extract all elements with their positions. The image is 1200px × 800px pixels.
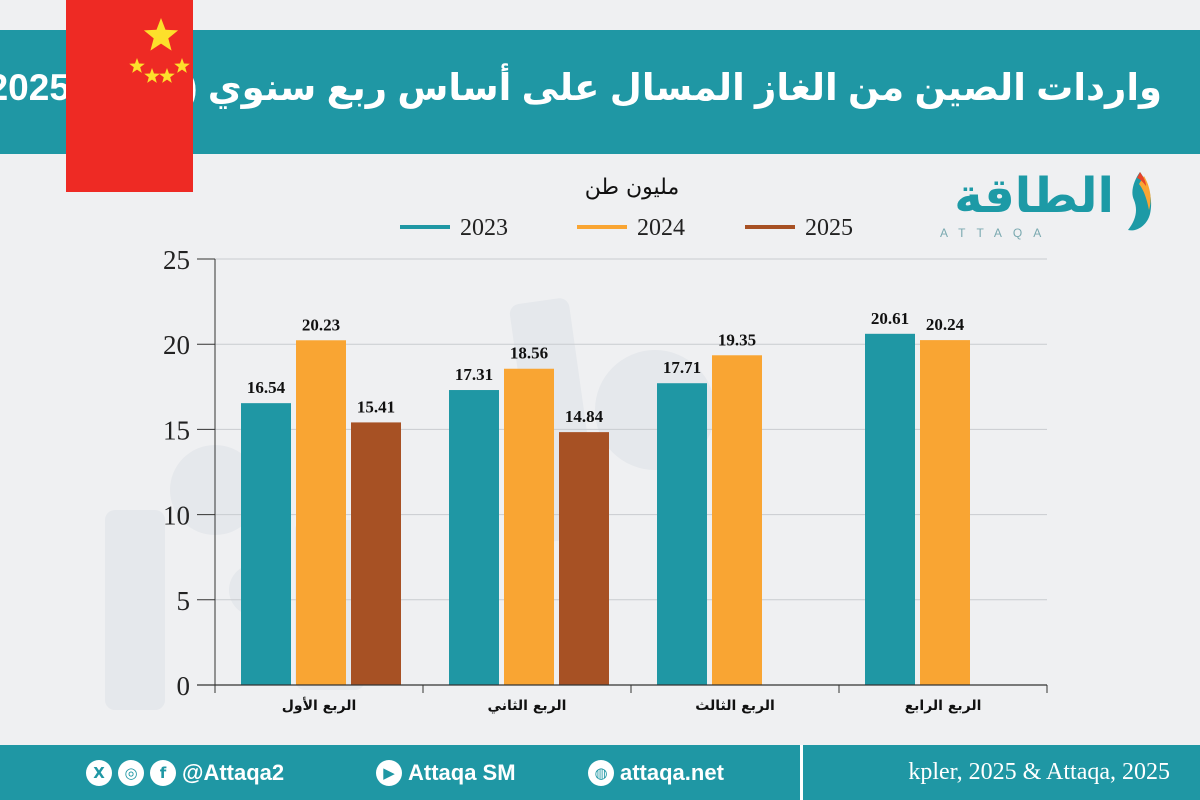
category-label: الربع الرابع — [905, 698, 982, 714]
data-label: 17.31 — [455, 365, 493, 384]
attaqa-logo: الطاقة ATTAQA — [934, 168, 1154, 248]
legend-label: 2025 — [805, 215, 853, 241]
legend-label: 2023 — [460, 215, 508, 241]
bar — [449, 390, 499, 685]
data-label: 20.23 — [302, 315, 340, 334]
data-label: 15.41 — [357, 397, 395, 416]
youtube-link[interactable]: ▶ Attaqa SM — [376, 758, 516, 788]
bar — [504, 368, 554, 685]
bar — [712, 355, 762, 685]
bar — [296, 340, 346, 685]
category-label: الربع الثالث — [695, 698, 775, 714]
x-axis: الربع الأول الربع الثاني الربع الثالث الربع… — [197, 684, 1048, 714]
bar — [559, 432, 609, 685]
logo-subtitle: ATTAQA — [940, 226, 1053, 240]
footer-divider — [800, 745, 803, 800]
drop-icon — [1128, 172, 1152, 231]
x-icon[interactable]: X — [86, 760, 112, 786]
data-label: 20.24 — [926, 315, 965, 334]
y-axis-label: مليون طن — [585, 175, 679, 200]
data-label: 19.35 — [718, 330, 756, 349]
bar — [920, 340, 970, 685]
y-tick-label: 20 — [163, 330, 190, 360]
category-label: الربع الثاني — [488, 698, 567, 714]
bar — [351, 422, 401, 685]
youtube-icon[interactable]: ▶ — [376, 760, 402, 786]
instagram-icon[interactable]: ◎ — [118, 760, 144, 786]
footer: X ◎ f @Attaqa2 ▶ Attaqa SM ◍ attaqa.net … — [0, 745, 1200, 800]
source-note: kpler, 2025 & Attaqa, 2025 — [908, 759, 1170, 785]
bar — [657, 383, 707, 685]
y-tick-label: 0 — [177, 671, 191, 701]
y-axis: 0 5 10 15 20 25 — [163, 245, 216, 701]
y-tick-label: 25 — [163, 245, 190, 275]
y-tick-label: 10 — [163, 501, 190, 531]
facebook-icon[interactable]: f — [150, 760, 176, 786]
data-label: 18.56 — [510, 344, 548, 363]
category-label: الربع الأول — [282, 697, 357, 714]
y-tick-label: 5 — [177, 586, 191, 616]
globe-icon[interactable]: ◍ — [588, 760, 614, 786]
website-link[interactable]: ◍ attaqa.net — [588, 758, 724, 788]
bar — [865, 333, 915, 685]
legend-label: 2024 — [637, 215, 685, 241]
data-label: 20.61 — [871, 309, 909, 328]
data-label: 17.71 — [663, 358, 701, 377]
social-links: X ◎ f @Attaqa2 — [86, 758, 284, 788]
data-label: 16.54 — [247, 378, 286, 397]
legend: 2023 2024 2025 — [400, 215, 853, 241]
bars: 16.54 20.23 15.41 17.31 18.56 14.84 17.71 19.35… — [241, 309, 970, 685]
y-tick-label: 15 — [163, 415, 190, 445]
website-url[interactable]: attaqa.net — [620, 760, 724, 785]
youtube-channel[interactable]: Attaqa SM — [408, 760, 516, 785]
data-label: 14.84 — [565, 407, 604, 426]
china-flag — [66, 0, 193, 192]
flag-stars-icon — [129, 18, 190, 83]
logo-text: الطاقة — [954, 170, 1114, 223]
bar — [241, 403, 291, 685]
social-handle[interactable]: @Attaqa2 — [182, 760, 285, 785]
